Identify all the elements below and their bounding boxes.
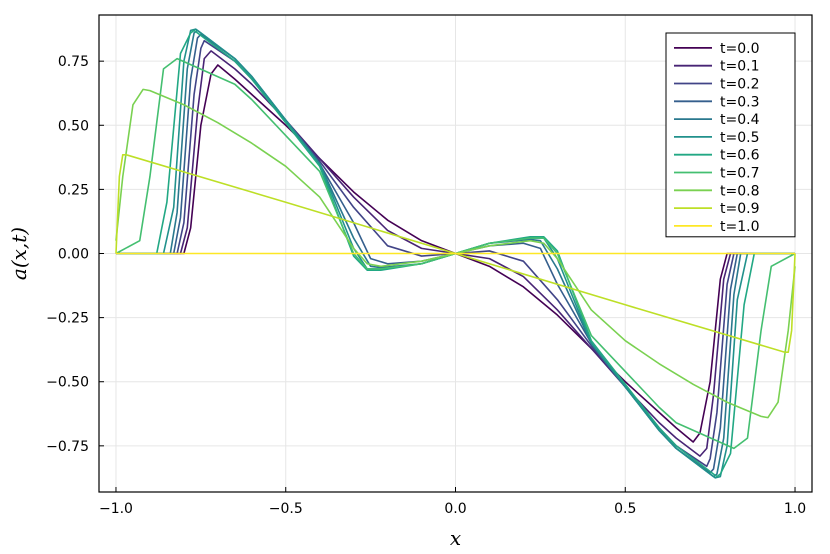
legend-label: t=0.2 <box>720 77 759 93</box>
legend-label: t=0.3 <box>720 94 759 110</box>
legend-label: t=0.9 <box>720 201 759 217</box>
x-axis-ticks: −1.0 −0.5 0.0 0.5 1.0 <box>99 487 806 517</box>
x-tick-label: 1.0 <box>784 501 806 517</box>
y-axis-title: a(x,t) <box>7 227 31 280</box>
x-axis-title: x <box>450 526 461 550</box>
legend-label: t=0.7 <box>720 166 759 182</box>
y-axis-ticks: −0.75 −0.50 −0.25 0.00 0.25 0.50 0.75 <box>46 54 104 455</box>
y-tick-label: 0.00 <box>58 247 89 263</box>
legend: t=0.0 t=0.1 t=0.2t=0.3 t=0.4 t=0.5 t=0.6 t=0.7… <box>665 32 796 238</box>
legend-label: t=0.6 <box>720 148 760 164</box>
legend-label: t=0.5 <box>720 130 759 146</box>
legend-label: t=0.4 <box>720 112 760 128</box>
legend-box <box>665 32 796 238</box>
y-tick-label: 0.50 <box>58 118 89 134</box>
legend-label: t=0.8 <box>720 183 759 199</box>
legend-label: t=1.0 <box>720 219 759 235</box>
legend-label: t=0.0 <box>720 41 759 57</box>
x-tick-label: 0.5 <box>614 501 636 517</box>
y-tick-label: 0.25 <box>58 182 89 198</box>
y-tick-label: −0.75 <box>46 439 89 455</box>
series-lines <box>115 28 796 479</box>
y-tick-label: −0.25 <box>46 311 89 327</box>
x-tick-label: 0.0 <box>444 501 466 517</box>
x-tick-label: −1.0 <box>99 501 133 517</box>
y-tick-label: −0.50 <box>46 375 89 391</box>
x-tick-label: −0.5 <box>269 501 303 517</box>
legend-label: t=0.1 <box>720 59 759 75</box>
y-tick-label: 0.75 <box>58 54 89 70</box>
